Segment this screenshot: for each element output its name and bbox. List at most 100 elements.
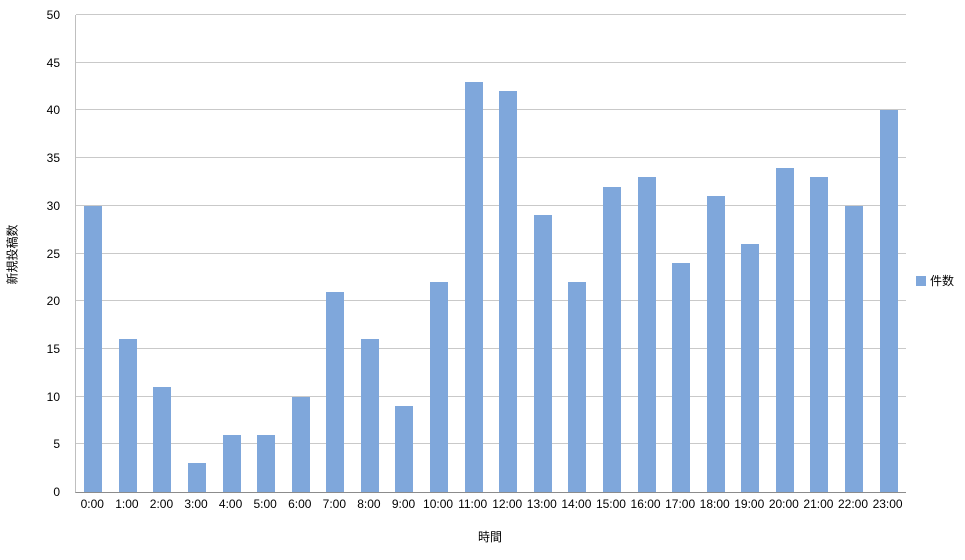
x-tick-label: 18:00 (699, 497, 730, 511)
gridline (76, 300, 906, 302)
gridline (76, 347, 906, 349)
bar-slot (526, 15, 561, 492)
bar-slot (214, 15, 249, 492)
bar-slot (629, 15, 664, 492)
x-tick-label: 13:00 (526, 497, 557, 511)
legend-label: 件数 (930, 274, 955, 288)
x-tick-label: 22:00 (837, 497, 869, 511)
chart-bar (326, 291, 345, 492)
x-axis-tick-labels: 0:00 1:00 2:00 3:00 4:00 5:00 6:00 7:00 8:00 9:00… (75, 497, 905, 511)
bar-slot (560, 15, 595, 492)
gridline (76, 157, 906, 159)
chart-bar (879, 110, 898, 492)
chart-bar (291, 396, 310, 492)
gridline (76, 252, 906, 254)
y-tick-label: 10 (46, 389, 60, 404)
chart-bar (568, 282, 587, 492)
bar-slot (180, 15, 215, 492)
y-tick-label: 35 (46, 151, 60, 166)
chart-bar (430, 282, 449, 492)
y-tick-label: 25 (46, 246, 60, 261)
x-tick-label: 19:00 (734, 497, 765, 511)
y-tick-label: 0 (53, 485, 60, 499)
bar-slot (837, 15, 872, 492)
chart-bar (395, 406, 414, 492)
chart-bar (464, 81, 483, 492)
chart-bar (602, 186, 621, 492)
x-tick-label: 20:00 (768, 497, 799, 511)
chart-bar (637, 177, 656, 492)
gridline (76, 204, 906, 206)
y-tick-label: 15 (46, 341, 60, 356)
x-tick-label: 12:00 (492, 497, 523, 511)
x-tick-label: 3:00 (184, 497, 208, 511)
bar-slot (76, 15, 111, 492)
y-tick-label: 50 (46, 8, 60, 22)
bar-slot (871, 15, 906, 492)
x-tick-label: 0:00 (80, 497, 104, 511)
y-tick-label: 40 (46, 103, 60, 118)
chart-bar (775, 167, 794, 492)
y-tick-label: 5 (53, 437, 60, 452)
legend-swatch (916, 275, 926, 286)
x-tick-label: 7:00 (322, 497, 347, 511)
x-tick-label: 10:00 (423, 497, 454, 511)
chart-bar (672, 263, 691, 492)
bar-series (76, 15, 906, 492)
bar-slot (422, 15, 457, 492)
x-tick-label: 1:00 (115, 497, 139, 511)
bar-slot (698, 15, 733, 492)
x-tick-label: 16:00 (630, 497, 661, 511)
x-tick-label: 14:00 (561, 497, 592, 511)
bar-slot (387, 15, 422, 492)
chart-bar (118, 339, 137, 492)
plot-area (75, 14, 906, 493)
bar-slot (491, 15, 526, 492)
y-tick-label: 45 (46, 55, 60, 70)
legend: 件数 (916, 272, 954, 289)
bar-slot (768, 15, 803, 492)
chart-bar (257, 434, 276, 492)
chart-bar (810, 177, 829, 492)
x-tick-label: 21:00 (803, 497, 834, 511)
x-tick-label: 6:00 (288, 497, 312, 511)
x-tick-label: 15:00 (595, 497, 626, 511)
bar-slot (283, 15, 318, 492)
bar-slot (802, 15, 837, 492)
chart-bar (741, 243, 760, 492)
chart-bar (188, 463, 207, 492)
x-tick-label: 11:00 (458, 497, 488, 511)
gridline (76, 61, 906, 63)
bar-slot (733, 15, 768, 492)
x-tick-label: 8:00 (357, 497, 381, 511)
bar-slot (111, 15, 146, 492)
chart-bar (845, 205, 863, 492)
chart-bar (84, 205, 103, 492)
gridline (76, 109, 906, 111)
chart-bar (222, 434, 241, 492)
x-axis-title: 時間 (477, 530, 502, 544)
y-axis-tick-labels: 0 5 10 15 20 25 30 35 40 45 50 (0, 9, 68, 498)
chart-bar (533, 215, 552, 492)
bar-slot (145, 15, 180, 492)
bar-slot (595, 15, 630, 492)
gridline (76, 14, 906, 15)
y-tick-label: 20 (46, 294, 60, 309)
chart-bar (153, 387, 172, 492)
y-tick-label: 30 (46, 198, 60, 213)
bar-slot (456, 15, 491, 492)
chart-bar (360, 339, 379, 492)
x-tick-label: 9:00 (391, 497, 416, 511)
gridline (76, 443, 906, 445)
chart-bar (706, 196, 725, 492)
bar-slot (318, 15, 353, 492)
bar-slot (249, 15, 284, 492)
bar-slot (664, 15, 699, 492)
x-tick-label: 17:00 (665, 497, 696, 511)
bar-slot (353, 15, 388, 492)
x-tick-label: 23:00 (872, 497, 903, 511)
x-tick-label: 5:00 (253, 497, 277, 511)
x-tick-label: 4:00 (218, 497, 243, 511)
chart-bar (499, 91, 518, 492)
